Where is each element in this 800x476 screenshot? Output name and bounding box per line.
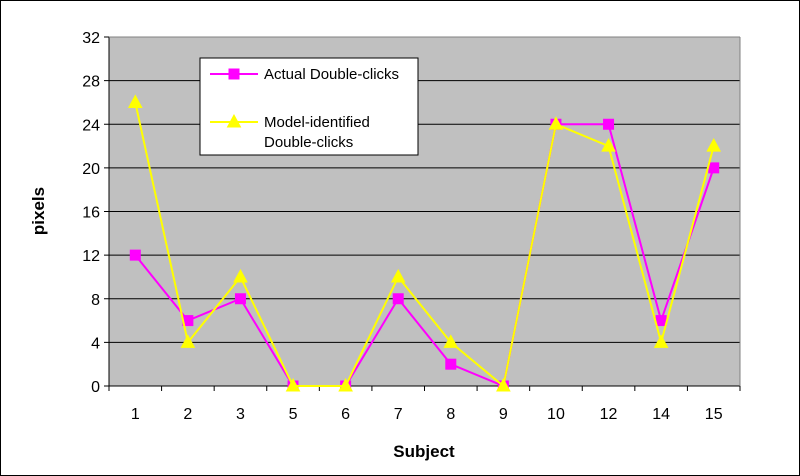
x-tick-label: 3 (236, 406, 245, 423)
data-point (655, 315, 667, 327)
y-tick-label: 20 (82, 161, 100, 178)
data-point (233, 268, 248, 283)
x-tick-label: 15 (705, 406, 723, 423)
legend: Actual Double-clicks Model-identified Doub… (199, 57, 419, 156)
legend-label: Model-identified Double-clicks (264, 114, 370, 151)
legend-marker (228, 68, 240, 80)
legend-label: Actual Double-clicks (264, 66, 399, 83)
legend-item: Model-identified Double-clicks (210, 113, 370, 151)
x-tick-label: 7 (394, 406, 403, 423)
data-point (338, 377, 353, 392)
data-point (392, 293, 404, 305)
data-point (653, 334, 669, 348)
x-tick-label: 1 (131, 406, 140, 423)
x-tick-label: 14 (652, 406, 670, 423)
y-tick-label: 4 (91, 335, 100, 352)
x-tick-label: 9 (499, 406, 508, 423)
series-2 (127, 94, 722, 392)
data-point (548, 116, 564, 130)
x-axis-title: Subject (393, 442, 455, 461)
y-tick-label: 24 (82, 117, 100, 134)
series-line (134, 123, 715, 388)
data-point (496, 377, 511, 392)
data-point (706, 138, 722, 152)
y-tick-label: 28 (82, 74, 100, 91)
data-point (445, 358, 457, 370)
data-point (443, 334, 459, 348)
legend-item: Actual Double-clicks (210, 66, 399, 83)
x-tick-label: 10 (547, 406, 565, 423)
x-tick-label: 2 (183, 406, 192, 423)
y-tick-labels: 0 4 8 12 16 20 24 28 32 (82, 30, 100, 396)
x-tick-label: 8 (446, 406, 455, 423)
data-point (129, 249, 141, 261)
y-tick-label: 16 (82, 205, 100, 222)
series-line (134, 102, 715, 388)
data-point (127, 94, 143, 108)
y-tick-label: 0 (91, 379, 100, 396)
x-tick-labels: 1 2 3 5 6 7 8 9 10 12 14 15 (131, 406, 723, 423)
x-tick-label: 5 (289, 406, 298, 423)
y-tick-label: 32 (82, 30, 100, 47)
data-point (601, 138, 616, 152)
data-point (234, 293, 246, 305)
axes (104, 36, 741, 391)
data-point (708, 162, 720, 174)
x-tick-label: 12 (600, 406, 618, 423)
y-axis-title: pixels (29, 187, 48, 235)
series-layer (127, 94, 722, 392)
data-point (180, 334, 196, 348)
data-point (285, 377, 301, 392)
data-point (603, 118, 615, 130)
data-point (390, 268, 406, 283)
legend-marker (226, 113, 242, 128)
y-tick-label: 8 (91, 292, 100, 309)
x-tick-label: 6 (341, 406, 350, 423)
y-tick-label: 12 (82, 248, 100, 265)
